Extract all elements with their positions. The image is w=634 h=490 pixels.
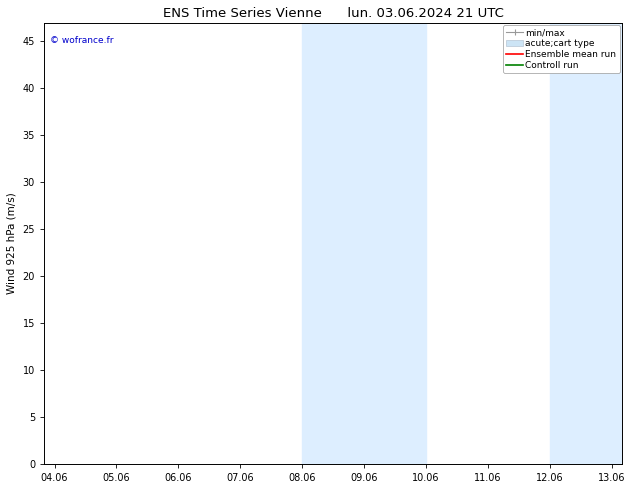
Bar — [550, 23, 622, 464]
Bar — [302, 23, 426, 464]
Title: ENS Time Series Vienne      lun. 03.06.2024 21 UTC: ENS Time Series Vienne lun. 03.06.2024 2… — [163, 7, 503, 20]
Legend: min/max, acute;cart type, Ensemble mean run, Controll run: min/max, acute;cart type, Ensemble mean … — [503, 25, 619, 73]
Text: © wofrance.fr: © wofrance.fr — [50, 36, 113, 45]
Y-axis label: Wind 925 hPa (m/s): Wind 925 hPa (m/s) — [7, 193, 17, 294]
